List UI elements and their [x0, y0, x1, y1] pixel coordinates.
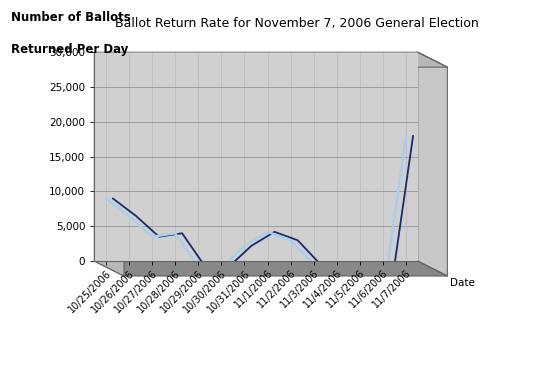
- Text: Returned Per Day: Returned Per Day: [11, 43, 128, 56]
- Text: Ballot Return Rate for November 7, 2006 General Election: Ballot Return Rate for November 7, 2006 …: [115, 17, 478, 30]
- Text: Date: Date: [450, 278, 475, 288]
- Text: Number of Ballots: Number of Ballots: [11, 11, 130, 24]
